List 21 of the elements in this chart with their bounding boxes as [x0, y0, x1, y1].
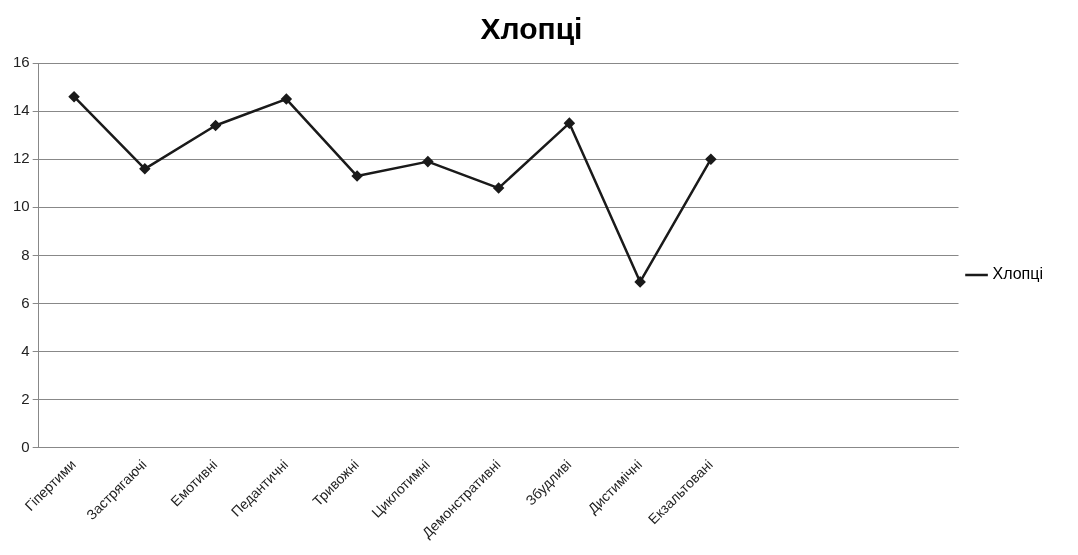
- y-tick-label: 8: [21, 245, 30, 263]
- y-tick-label: 16: [13, 53, 30, 71]
- point: [705, 153, 717, 165]
- point: [351, 170, 363, 182]
- point: [564, 117, 575, 129]
- y-tick-label: 6: [21, 293, 30, 311]
- y-tick-label: 14: [13, 101, 30, 119]
- point: [493, 182, 504, 194]
- y-tick-label: 12: [13, 149, 30, 167]
- chart-title: Хлопці: [480, 12, 583, 46]
- y-tick-label: 10: [13, 197, 30, 215]
- point: [210, 120, 221, 131]
- point: [634, 276, 646, 288]
- point: [281, 93, 292, 105]
- y-tick-label: 2: [21, 389, 30, 407]
- legend-label: Хлопці: [992, 265, 1043, 283]
- point: [422, 156, 434, 167]
- point: [139, 163, 151, 175]
- y-tick-label: 0: [21, 438, 30, 456]
- point: [68, 91, 80, 102]
- y-tick-label: 4: [21, 341, 30, 359]
